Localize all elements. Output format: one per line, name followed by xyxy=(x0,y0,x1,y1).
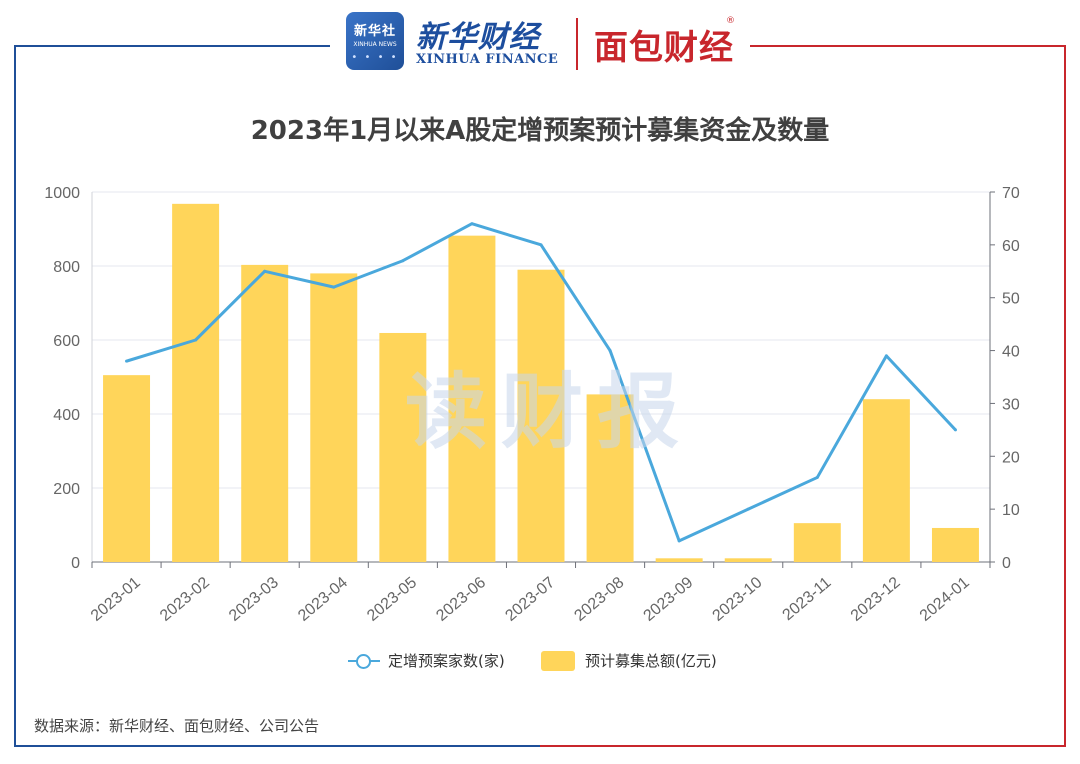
line-point xyxy=(953,428,957,432)
x-tick-label: 2023-08 xyxy=(571,574,627,625)
bar-series-icon xyxy=(541,650,575,671)
line-point xyxy=(125,359,129,363)
watermark: 读财报 xyxy=(405,365,694,460)
y-right-tick-label: 40 xyxy=(1002,344,1020,361)
data-source-note: 数据来源：新华财经、面包财经、公司公告 xyxy=(34,717,320,735)
y-right-tick-label: 30 xyxy=(1002,396,1020,413)
y-left-tick-label: 600 xyxy=(53,333,80,350)
brand-divider xyxy=(576,18,578,70)
x-tick-label: 2023-05 xyxy=(364,574,420,625)
line-point xyxy=(470,222,474,226)
line-series-icon xyxy=(348,653,380,669)
x-tick-label: 2023-06 xyxy=(433,574,489,625)
y-right-tick-label: 50 xyxy=(1002,291,1020,308)
x-tick-label: 2023-11 xyxy=(780,574,835,624)
y-left-tick-label: 0 xyxy=(71,555,80,572)
frame-right-border xyxy=(540,45,1066,747)
x-tick-label: 2024-01 xyxy=(917,574,973,625)
line-point xyxy=(884,354,888,358)
bar xyxy=(241,264,289,562)
legend-label-bar: 预计募集总额(亿元) xyxy=(585,652,717,670)
bar xyxy=(517,269,565,562)
x-tick-label: 2023-10 xyxy=(710,574,766,625)
x-tick-label: 2023-02 xyxy=(157,574,213,625)
bar xyxy=(862,399,910,562)
line-point xyxy=(539,243,543,247)
y-right-tick-label: 20 xyxy=(1002,449,1020,466)
x-tick-label: 2023-03 xyxy=(226,574,282,625)
y-left-tick-label: 200 xyxy=(53,481,80,498)
network-icon: • • • • xyxy=(351,52,399,63)
mianbao-finance-logo: 面包财经 xyxy=(594,28,734,68)
y-right-tick-label: 0 xyxy=(1002,555,1011,572)
x-tick-label: 2023-07 xyxy=(502,574,558,625)
frame-left-border xyxy=(14,45,540,747)
y-left-tick-label: 1000 xyxy=(44,185,80,202)
y-left-tick-label: 400 xyxy=(53,407,80,424)
bar xyxy=(793,523,841,562)
x-tick-label: 2023-09 xyxy=(641,574,697,625)
bar xyxy=(931,527,979,562)
line-point xyxy=(746,507,750,511)
x-tick-label: 2023-01 xyxy=(88,574,144,625)
legend-label-line: 定增预案家数(家) xyxy=(388,652,505,670)
xinhua-badge-sub: XINHUA NEWS xyxy=(353,41,397,48)
x-tick-label: 2023-12 xyxy=(848,574,904,625)
line-point xyxy=(401,259,405,263)
y-right-tick-label: 60 xyxy=(1002,238,1020,255)
line-point xyxy=(608,349,612,353)
bar xyxy=(448,235,496,562)
xinhua-badge-text: 新华社 xyxy=(353,24,396,39)
bar xyxy=(103,375,151,562)
line-point xyxy=(815,475,819,479)
legend-item-bar[interactable]: 预计募集总额(亿元) xyxy=(541,650,717,671)
chart-legend: 定增预案家数(家) 预计募集总额(亿元) xyxy=(0,650,1080,674)
line-point xyxy=(332,285,336,289)
bar xyxy=(172,203,220,562)
xinhua-finance-sub: XINHUA FINANCE xyxy=(416,52,559,67)
y-left-tick-label: 800 xyxy=(53,259,80,276)
bar xyxy=(586,394,634,562)
legend-item-line[interactable]: 定增预案家数(家) xyxy=(348,650,505,671)
line-point xyxy=(263,269,267,273)
xinhua-news-logo: 新华社 XINHUA NEWS • • • • xyxy=(346,12,404,70)
bar xyxy=(379,332,427,562)
registered-mark: ® xyxy=(726,16,735,26)
y-right-tick-label: 70 xyxy=(1002,185,1020,202)
bar xyxy=(724,558,772,562)
bar xyxy=(655,558,703,562)
line-point xyxy=(194,338,198,342)
bar xyxy=(310,273,358,562)
y-right-tick-label: 10 xyxy=(1002,502,1020,519)
line-point xyxy=(677,539,681,543)
brand-header: 新华社 XINHUA NEWS • • • • 新华财经 XINHUA FINA… xyxy=(330,8,750,74)
x-tick-label: 2023-04 xyxy=(295,574,351,625)
chart-title: 2023年1月以来A股定增预案预计募集资金及数量 xyxy=(250,116,830,146)
xinhua-finance-name: 新华财经 xyxy=(416,20,540,55)
